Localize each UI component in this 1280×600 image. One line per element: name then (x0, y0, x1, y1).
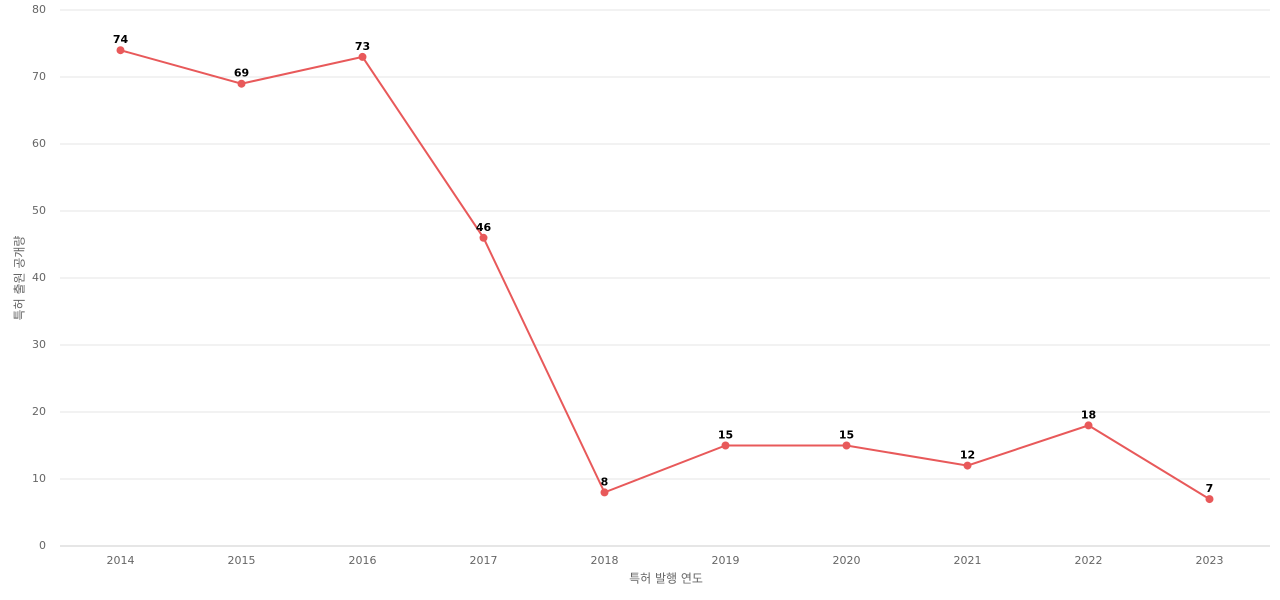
x-tick-label: 2021 (954, 554, 982, 567)
value-label: 18 (1081, 408, 1096, 421)
value-label: 46 (476, 221, 492, 234)
value-label: 15 (839, 429, 854, 442)
y-tick-label: 50 (32, 204, 46, 217)
value-label: 74 (113, 33, 129, 46)
point (1205, 495, 1214, 504)
y-tick-label: 70 (32, 70, 46, 83)
value-label: 7 (1206, 482, 1214, 495)
y-axis-label: 특허 출원 공개량 (13, 236, 27, 321)
line (120, 49, 1211, 500)
point (116, 46, 125, 55)
point (721, 441, 730, 450)
y-tick-label: 30 (32, 338, 46, 351)
value-label: 15 (718, 429, 733, 442)
point (963, 461, 972, 470)
x-tick-label: 2019 (712, 554, 740, 567)
x-tick-label: 2016 (349, 554, 377, 567)
x-tick-label: 2017 (470, 554, 498, 567)
x-tick-label: 2020 (833, 554, 861, 567)
x-tick-label: 2018 (591, 554, 619, 567)
y-tick-label: 0 (39, 539, 46, 552)
value-label: 69 (234, 67, 249, 80)
point (479, 233, 488, 242)
y-tick-label: 40 (32, 271, 46, 284)
point (842, 441, 851, 450)
x-tick-label: 2022 (1075, 554, 1103, 567)
point (600, 488, 609, 497)
y-tick-label: 20 (32, 405, 46, 418)
y-tick-label: 80 (32, 3, 46, 16)
x-tick-label: 2023 (1196, 554, 1224, 567)
value-label: 8 (601, 475, 609, 488)
value-label: 12 (960, 449, 975, 462)
x-axis-label: 특허 발행 연도 (629, 571, 703, 586)
y-tick-label: 10 (32, 472, 46, 485)
point (1084, 421, 1093, 430)
x-tick-label: 2014 (107, 554, 135, 567)
point (237, 79, 246, 88)
point (358, 52, 367, 61)
value-label: 73 (355, 40, 370, 53)
x-tick-label: 2015 (228, 554, 256, 567)
y-tick-label: 60 (32, 137, 46, 150)
